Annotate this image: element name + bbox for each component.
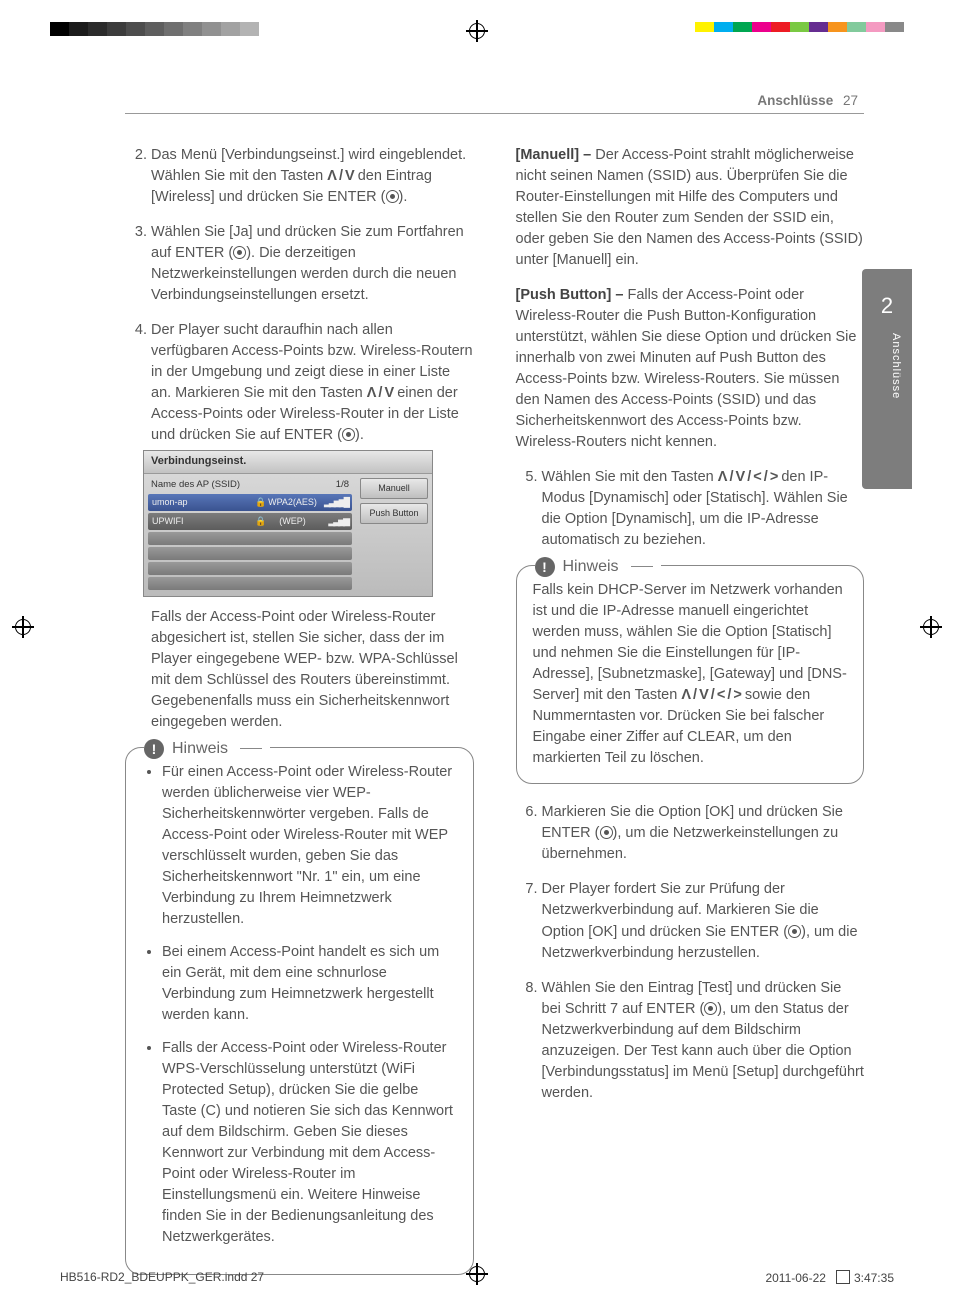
info-icon: ! (144, 739, 164, 759)
steps-list-left: Das Menü [Verbindungseinst.] wird eingeb… (125, 145, 474, 733)
steps-list-right-2: Markieren Sie die Option [OK] und drücke… (516, 802, 865, 1103)
section-name: Anschlüsse (757, 93, 833, 108)
hinweis-item: Bei einem Access-Point handelt es sich u… (162, 942, 457, 1026)
footer-time: 3:47:35 (836, 1271, 894, 1285)
step-8: Wählen Sie den Eintrag [Test] und drücke… (542, 978, 865, 1104)
side-tab: 2 Anschlüsse (862, 269, 912, 489)
after-screenshot-text: Falls der Access-Point oder Wireless-Rou… (151, 609, 458, 730)
side-tab-number: 2 (862, 293, 912, 319)
registration-mark (12, 616, 34, 638)
ap-row-empty (148, 532, 352, 545)
enter-icon (342, 428, 355, 441)
hinweis-box-right: ! Hinweis Falls kein DHCP-Server im Netz… (516, 565, 865, 784)
ap-row[interactable]: umon-ap🔒WPA2(AES)▂▃▅▆█ (148, 494, 352, 511)
col-ssid: Name des AP (SSID) (151, 478, 240, 492)
ap-row[interactable]: UPWIFI🔒(WEP)▂▃▅▆ (148, 513, 352, 530)
step-5: Wählen Sie mit den Tasten Λ / V / < / > … (542, 467, 865, 551)
ap-list: Name des AP (SSID) 1/8 umon-ap🔒WPA2(AES)… (144, 474, 356, 596)
footer-file: HB516-RD2_BDEUPPK_GER.indd 27 (60, 1270, 264, 1285)
color-registration-bar-left (50, 22, 259, 36)
hinweis-item: Falls der Access-Point oder Wireless-Rou… (162, 1038, 457, 1248)
page-number: 27 (843, 93, 858, 108)
hinweis-box-left: ! Hinweis Für einen Access-Point oder Wi… (125, 747, 474, 1275)
hinweis-title: Hinweis (563, 555, 619, 578)
footer: HB516-RD2_BDEUPPK_GER.indd 27 2011-06-22… (60, 1270, 894, 1285)
enter-icon (386, 190, 399, 203)
color-registration-bar-right (676, 22, 904, 32)
manual-button[interactable]: Manuell (360, 478, 428, 499)
ap-row-empty (148, 547, 352, 560)
ap-row-empty (148, 577, 352, 590)
enter-icon (600, 826, 613, 839)
page-header: Anschlüsse 27 (757, 93, 858, 108)
step-3: Wählen Sie [Ja] und drücken Sie zum Fort… (151, 222, 474, 306)
registration-mark (466, 20, 488, 42)
settings-screenshot: Verbindungseinst. Name des AP (SSID) 1/8… (143, 450, 433, 597)
footer-date: 2011-06-22 (765, 1271, 826, 1285)
enter-icon (788, 925, 801, 938)
hinweis-text: Falls kein DHCP-Server im Netzwerk vorha… (533, 580, 848, 769)
step-2: Das Menü [Verbindungseinst.] wird eingeb… (151, 145, 474, 208)
info-icon: ! (535, 557, 555, 577)
steps-list-right: Wählen Sie mit den Tasten Λ / V / < / > … (516, 467, 865, 551)
enter-icon (704, 1002, 717, 1015)
manuell-paragraph: [Manuell] – Der Access-Point strahlt mög… (516, 145, 865, 271)
hinweis-title: Hinweis (172, 737, 228, 760)
right-column: [Manuell] – Der Access-Point strahlt mög… (516, 145, 865, 1225)
side-tab-label: Anschlüsse (890, 333, 902, 399)
registration-mark (920, 616, 942, 638)
step-7: Der Player fordert Sie zur Prüfung der N… (542, 879, 865, 963)
header-rule (125, 113, 864, 114)
hinweis-item: Für einen Access-Point oder Wireless-Rou… (162, 762, 457, 930)
screenshot-title: Verbindungseinst. (144, 451, 432, 474)
hinweis-list: Für einen Access-Point oder Wireless-Rou… (142, 762, 457, 1248)
ap-row-empty (148, 562, 352, 575)
push-button-paragraph: [Push Button] – Falls der Access-Point o… (516, 285, 865, 453)
left-column: Das Menü [Verbindungseinst.] wird eingeb… (125, 145, 474, 1225)
push-button[interactable]: Push Button (360, 503, 428, 524)
col-page: 1/8 (336, 478, 349, 492)
step-6: Markieren Sie die Option [OK] und drücke… (542, 802, 865, 865)
enter-icon (233, 246, 246, 259)
step-4: Der Player sucht daraufhin nach allen ve… (151, 320, 474, 733)
